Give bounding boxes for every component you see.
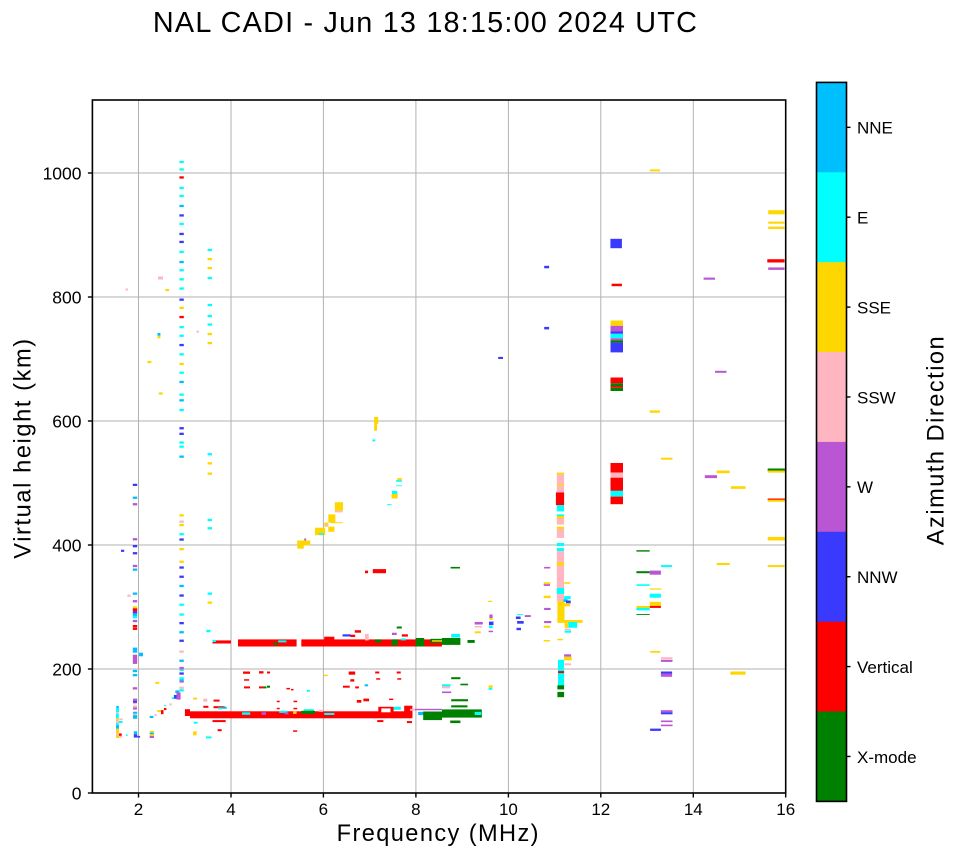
svg-text:400: 400: [52, 535, 81, 555]
svg-text:NNE: NNE: [857, 119, 893, 138]
svg-text:SSW: SSW: [857, 388, 896, 407]
svg-text:200: 200: [52, 659, 81, 679]
svg-text:NAL CADI - Jun 13 18:15:00 202: NAL CADI - Jun 13 18:15:00 2024 UTC: [153, 7, 698, 39]
svg-text:X-mode: X-mode: [857, 748, 917, 767]
svg-text:Azimuth Direction: Azimuth Direction: [924, 335, 950, 545]
svg-text:NNW: NNW: [857, 568, 898, 587]
svg-text:Virtual height (km): Virtual height (km): [11, 337, 37, 558]
svg-text:14: 14: [684, 800, 703, 819]
svg-text:Vertical: Vertical: [857, 658, 913, 677]
svg-text:6: 6: [319, 800, 328, 819]
svg-text:SSE: SSE: [857, 298, 891, 317]
svg-text:4: 4: [226, 800, 235, 819]
svg-text:E: E: [857, 209, 868, 228]
svg-text:2: 2: [134, 800, 143, 819]
svg-text:1000: 1000: [43, 163, 82, 183]
svg-text:8: 8: [411, 800, 420, 819]
svg-text:12: 12: [591, 800, 610, 819]
svg-text:10: 10: [499, 800, 518, 819]
svg-text:600: 600: [52, 411, 81, 431]
svg-text:0: 0: [72, 783, 82, 803]
svg-text:800: 800: [52, 287, 81, 307]
svg-text:W: W: [857, 478, 873, 497]
svg-text:Frequency (MHz): Frequency (MHz): [337, 821, 540, 847]
svg-text:16: 16: [776, 800, 795, 819]
